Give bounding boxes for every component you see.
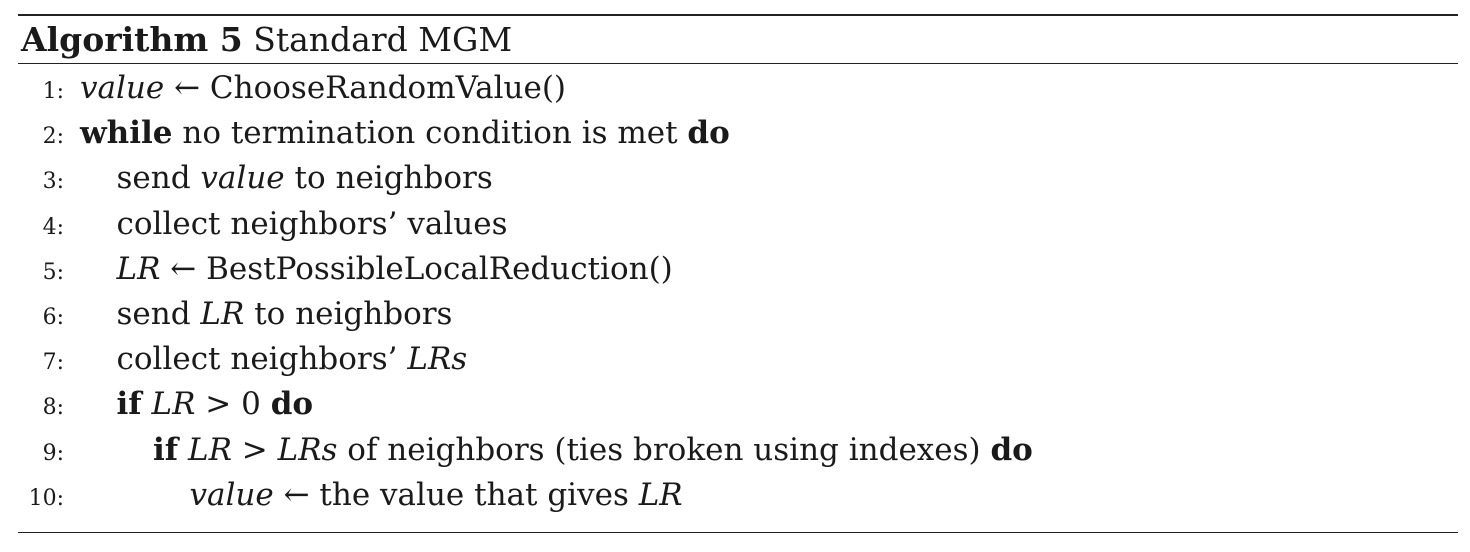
line-segment: ← ChooseRandomValue() [164,70,567,106]
algorithm-line: 2: while no termination condition is met … [18,111,1458,156]
algorithm-line: 7: collect neighbors’ LRs [18,337,1458,382]
line-segment: to neighbors [244,295,453,332]
line-number: 6: [42,304,64,330]
variable: value [200,160,285,197]
line-number: 10: [28,485,64,511]
algorithm-title: Standard MGM [253,20,513,59]
variable: LRs [407,341,468,378]
variable: LR [638,476,683,513]
algorithm-line: 1: value ← ChooseRandomValue() [18,66,1458,111]
line-segment [178,432,188,468]
line-number: 7: [42,350,64,376]
line-segment: ← BestPossibleLocalReduction() [160,250,673,287]
algorithm-line: 4: collect neighbors’ values [18,202,1458,247]
line-text: send value to neighbors [117,156,493,201]
variable: value [80,70,165,106]
line-text: if LR > 0 do [117,382,314,427]
algorithm-line: 6: send LR to neighbors [18,292,1458,337]
algorithm-block: Algorithm 5 Standard MGM 1: value ← Choos… [18,14,1458,533]
line-segment: of neighbors (ties broken using indexes) [337,431,991,468]
caption-rule [18,63,1458,64]
line-number: 9: [42,440,64,466]
line-text: while no termination condition is met do [80,111,730,156]
line-segment: collect neighbors’ values [116,205,508,242]
variable: LR [187,431,232,468]
line-segment: collect neighbors’ [116,341,408,378]
line-number: 3: [42,169,64,195]
line-text: collect neighbors’ values [117,202,508,247]
algorithm-caption: Algorithm 5 Standard MGM [18,16,1458,63]
variable: value [189,476,274,513]
top-rule [18,14,1458,16]
line-segment: ← the value that gives [273,476,639,513]
line-number: 1: [42,79,64,104]
line-number: 4: [42,214,64,240]
line-text: LR ← BestPossibleLocalReduction() [117,247,673,292]
keyword: do [990,431,1033,468]
variable: LRs [277,431,338,468]
line-segment [142,386,152,422]
variable: LR [200,295,245,332]
keyword: if [153,431,179,468]
variable: LR [151,386,196,423]
line-text: send LR to neighbors [117,292,453,337]
line-segment: send [116,295,201,332]
algorithm-line: 9: if LR > LRs of neighbors (ties broken … [18,428,1458,473]
bottom-rule [18,531,1458,533]
line-segment: send [116,160,201,197]
algorithm-line: 10: value ← the value that gives LR [18,473,1458,518]
line-segment: to neighbors [284,160,493,197]
line-text: collect neighbors’ LRs [117,337,468,382]
algorithm-line: 8: if LR > 0 do [18,382,1458,427]
line-segment: > 0 [195,386,271,423]
algorithm-line: 5: LR ← BestPossibleLocalReduction() [18,247,1458,292]
algorithm-line: 3: send value to neighbors [18,156,1458,201]
line-number: 5: [42,259,64,285]
line-text: value ← ChooseRandomValue() [80,66,566,111]
line-text: value ← the value that gives LR [190,473,683,518]
line-number: 2: [42,124,64,150]
variable: LR [116,250,161,287]
line-segment: no termination condition is met [172,115,688,152]
algorithm-lines: 1: value ← ChooseRandomValue() 2: while no … [18,64,1458,518]
keyword: do [270,386,314,423]
keyword: if [116,386,142,423]
keyword: do [687,115,730,152]
keyword: while [80,115,173,152]
line-segment: > [231,431,278,468]
algorithm-label: Algorithm 5 [21,20,243,59]
line-text: if LR > LRs of neighbors (ties broken us… [153,428,1033,473]
line-number: 8: [42,395,64,421]
